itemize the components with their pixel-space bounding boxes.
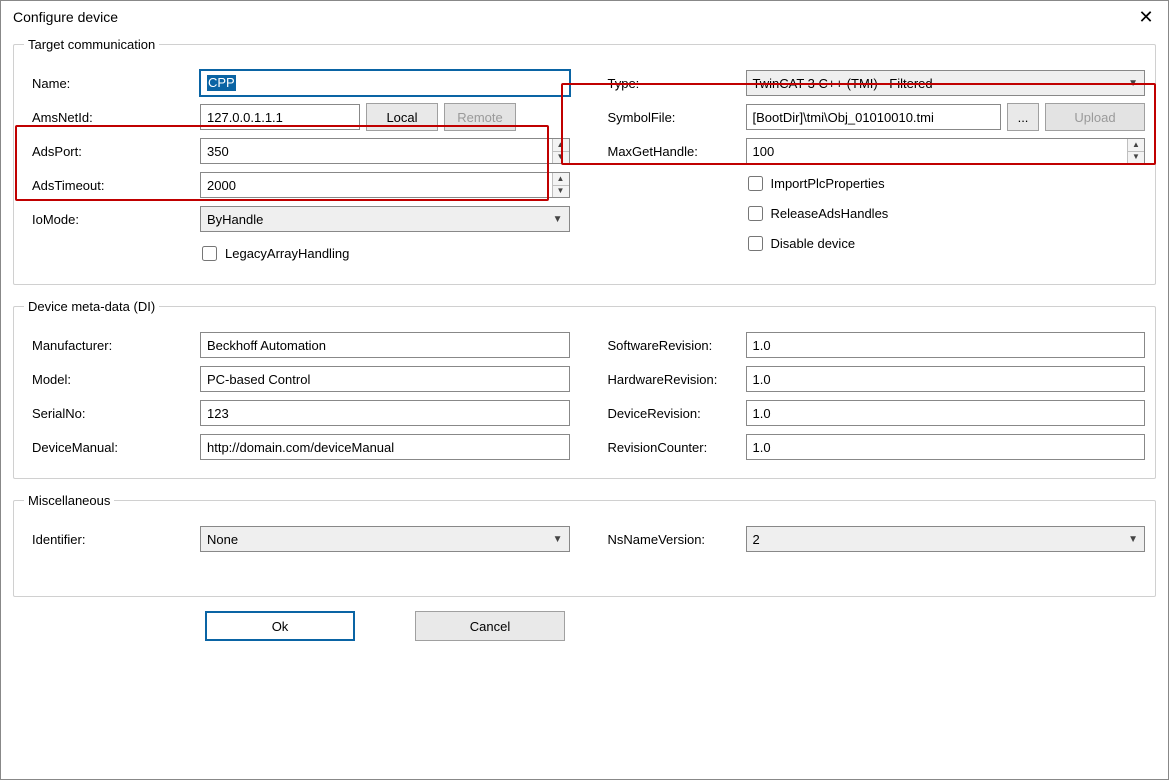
- nsnamever-value: 2: [753, 532, 1129, 547]
- maxgethandle-spinner[interactable]: ▲ ▼: [746, 138, 1146, 164]
- group-target-legend: Target communication: [24, 37, 159, 52]
- identifier-value: None: [207, 532, 553, 547]
- remote-button: Remote: [444, 103, 516, 131]
- hardwarerev-label: HardwareRevision:: [600, 372, 740, 387]
- group-misc: Miscellaneous Identifier: None ▼ NsNameV…: [13, 493, 1156, 597]
- importplc-label: ImportPlcProperties: [771, 176, 885, 191]
- model-input[interactable]: [200, 366, 570, 392]
- symbolfile-input[interactable]: [746, 104, 1002, 130]
- adstimeout-spinner[interactable]: ▲ ▼: [200, 172, 570, 198]
- title-bar: Configure device ✕: [1, 1, 1168, 33]
- legacyarray-checkbox[interactable]: LegacyArrayHandling: [200, 246, 349, 261]
- serialno-input[interactable]: [200, 400, 570, 426]
- nsnamever-label: NsNameVersion:: [600, 532, 740, 547]
- manufacturer-label: Manufacturer:: [24, 338, 194, 353]
- adstimeout-down-icon[interactable]: ▼: [553, 186, 569, 198]
- identifier-combo[interactable]: None ▼: [200, 526, 570, 552]
- serialno-label: SerialNo:: [24, 406, 194, 421]
- model-label: Model:: [24, 372, 194, 387]
- softwarerev-input[interactable]: [746, 332, 1146, 358]
- maxgethandle-label: MaxGetHandle:: [600, 144, 740, 159]
- dialog-content: Target communication Name: CPP AmsNetId:: [1, 33, 1168, 653]
- chevron-down-icon: ▼: [1128, 534, 1138, 545]
- chevron-down-icon: ▼: [1128, 78, 1138, 89]
- manufacturer-input[interactable]: [200, 332, 570, 358]
- amsnetid-label: AmsNetId:: [24, 110, 194, 125]
- maxgethandle-input[interactable]: [747, 139, 1128, 163]
- releaseads-label: ReleaseAdsHandles: [771, 206, 889, 221]
- devicemanual-label: DeviceManual:: [24, 440, 194, 455]
- group-misc-legend: Miscellaneous: [24, 493, 114, 508]
- importplc-checkbox[interactable]: ImportPlcProperties: [746, 176, 885, 191]
- type-combo[interactable]: TwinCAT 3 C++ (TMI) - Filtered ▼: [746, 70, 1146, 96]
- adsport-up-icon[interactable]: ▲: [553, 139, 569, 152]
- browse-button[interactable]: ...: [1007, 103, 1039, 131]
- adstimeout-label: AdsTimeout:: [24, 178, 194, 193]
- identifier-label: Identifier:: [24, 532, 194, 547]
- cancel-button[interactable]: Cancel: [415, 611, 565, 641]
- group-meta-legend: Device meta-data (DI): [24, 299, 159, 314]
- disabledevice-label: Disable device: [771, 236, 856, 251]
- releaseads-checkbox-input[interactable]: [748, 206, 763, 221]
- disabledevice-checkbox-input[interactable]: [748, 236, 763, 251]
- amsnetid-input[interactable]: [200, 104, 360, 130]
- symbolfile-label: SymbolFile:: [600, 110, 740, 125]
- nsnamever-combo[interactable]: 2 ▼: [746, 526, 1146, 552]
- adsport-input[interactable]: [201, 139, 552, 163]
- iomode-label: IoMode:: [24, 212, 194, 227]
- dialog-footer: Ok Cancel: [13, 611, 1156, 641]
- group-target-communication: Target communication Name: CPP AmsNetId:: [13, 37, 1156, 285]
- maxgethandle-up-icon[interactable]: ▲: [1128, 139, 1144, 152]
- chevron-down-icon: ▼: [553, 534, 563, 545]
- adsport-spinner[interactable]: ▲ ▼: [200, 138, 570, 164]
- releaseads-checkbox[interactable]: ReleaseAdsHandles: [746, 206, 889, 221]
- devicerev-label: DeviceRevision:: [600, 406, 740, 421]
- revcounter-input[interactable]: [746, 434, 1146, 460]
- iomode-value: ByHandle: [207, 212, 553, 227]
- softwarerev-label: SoftwareRevision:: [600, 338, 740, 353]
- adstimeout-up-icon[interactable]: ▲: [553, 173, 569, 186]
- local-button[interactable]: Local: [366, 103, 438, 131]
- adsport-down-icon[interactable]: ▼: [553, 152, 569, 164]
- name-input[interactable]: [200, 70, 570, 96]
- disabledevice-checkbox[interactable]: Disable device: [746, 236, 856, 251]
- legacyarray-label: LegacyArrayHandling: [225, 246, 349, 261]
- group-meta: Device meta-data (DI) Manufacturer: Mode…: [13, 299, 1156, 479]
- window-title: Configure device: [13, 9, 118, 25]
- name-label: Name:: [24, 76, 194, 91]
- devicemanual-input[interactable]: [200, 434, 570, 460]
- upload-button: Upload: [1045, 103, 1145, 131]
- adsport-label: AdsPort:: [24, 144, 194, 159]
- maxgethandle-down-icon[interactable]: ▼: [1128, 152, 1144, 164]
- type-value: TwinCAT 3 C++ (TMI) - Filtered: [753, 76, 1129, 91]
- close-icon[interactable]: ✕: [1132, 3, 1160, 31]
- ok-button[interactable]: Ok: [205, 611, 355, 641]
- chevron-down-icon: ▼: [553, 214, 563, 225]
- importplc-checkbox-input[interactable]: [748, 176, 763, 191]
- type-label: Type:: [600, 76, 740, 91]
- iomode-combo[interactable]: ByHandle ▼: [200, 206, 570, 232]
- hardwarerev-input[interactable]: [746, 366, 1146, 392]
- revcounter-label: RevisionCounter:: [600, 440, 740, 455]
- devicerev-input[interactable]: [746, 400, 1146, 426]
- adstimeout-input[interactable]: [201, 173, 552, 197]
- legacyarray-checkbox-input[interactable]: [202, 246, 217, 261]
